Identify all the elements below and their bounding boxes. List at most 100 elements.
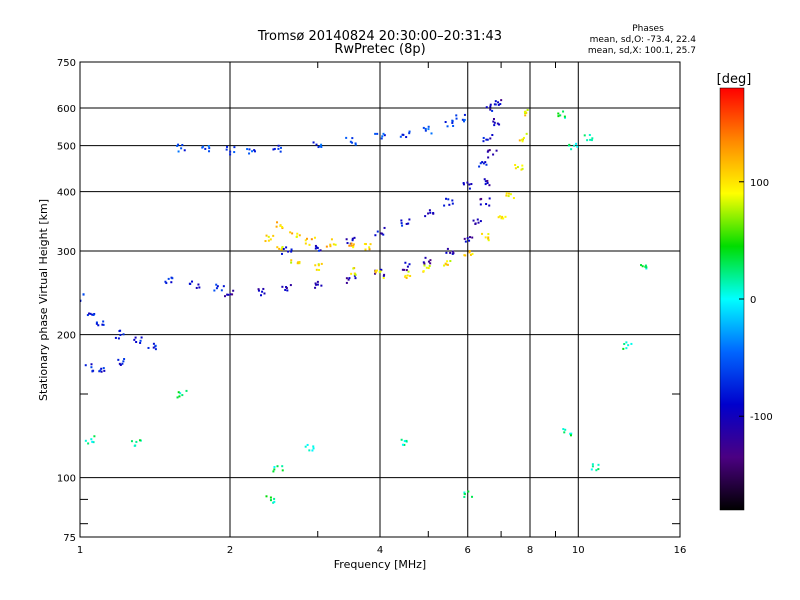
data-point xyxy=(269,496,272,499)
data-point xyxy=(138,439,141,442)
data-point xyxy=(595,469,598,472)
data-point xyxy=(280,248,283,251)
data-point xyxy=(75,299,77,301)
data-point xyxy=(277,147,280,150)
data-point xyxy=(451,250,454,253)
data-point xyxy=(563,115,566,118)
data-point xyxy=(444,121,447,124)
data-point xyxy=(177,143,180,146)
data-point xyxy=(345,281,348,284)
data-point xyxy=(468,249,471,252)
data-point xyxy=(644,264,647,267)
data-point xyxy=(645,267,648,270)
data-point xyxy=(86,314,89,317)
data-point xyxy=(314,286,317,289)
data-point xyxy=(428,209,431,212)
data-point xyxy=(92,441,95,444)
data-point xyxy=(364,248,367,251)
data-point xyxy=(557,115,560,118)
data-point xyxy=(260,294,263,297)
data-point xyxy=(485,163,488,166)
data-point xyxy=(401,268,404,271)
data-point xyxy=(164,280,167,283)
data-point xyxy=(627,344,630,347)
data-point xyxy=(472,219,475,222)
data-point xyxy=(102,367,105,370)
data-point xyxy=(319,249,322,252)
data-point xyxy=(446,125,449,128)
data-point xyxy=(354,142,357,145)
data-point xyxy=(253,149,256,152)
data-point xyxy=(463,118,466,121)
x-tick-label: 4 xyxy=(377,545,383,556)
data-point xyxy=(368,246,371,249)
data-point xyxy=(171,277,174,280)
data-point xyxy=(180,147,183,150)
data-point xyxy=(298,234,301,237)
data-point xyxy=(100,370,103,373)
data-point xyxy=(487,237,490,240)
data-point xyxy=(557,112,560,115)
data-point xyxy=(130,440,133,443)
data-point xyxy=(204,147,207,150)
data-point xyxy=(257,289,260,292)
data-point xyxy=(254,150,257,153)
data-point xyxy=(248,152,251,155)
data-point xyxy=(267,235,270,238)
data-point xyxy=(374,271,377,274)
data-point xyxy=(349,140,352,143)
data-point xyxy=(315,268,318,271)
data-point xyxy=(467,490,470,493)
data-point xyxy=(296,232,299,235)
data-point xyxy=(451,199,454,202)
data-point xyxy=(468,251,471,254)
data-point xyxy=(282,247,285,250)
data-point xyxy=(500,217,503,220)
data-point xyxy=(497,101,500,104)
data-point xyxy=(404,274,407,277)
data-point xyxy=(625,347,628,350)
data-point xyxy=(147,346,150,349)
data-point xyxy=(488,197,491,200)
data-point xyxy=(97,324,100,327)
data-point xyxy=(404,261,407,264)
data-point xyxy=(463,113,466,116)
data-point xyxy=(462,183,465,186)
data-point xyxy=(645,266,648,269)
data-point xyxy=(381,232,384,235)
data-point xyxy=(90,438,93,441)
data-point xyxy=(287,250,290,253)
data-point xyxy=(177,391,180,394)
data-point xyxy=(276,465,279,468)
data-point xyxy=(468,236,471,239)
data-point xyxy=(493,121,496,124)
y-tick-label: 750 xyxy=(57,58,76,69)
data-point xyxy=(491,134,494,137)
data-point xyxy=(590,468,593,471)
data-points xyxy=(75,99,648,504)
data-point xyxy=(220,289,223,292)
data-point xyxy=(154,348,157,351)
data-point xyxy=(298,262,301,265)
data-point xyxy=(285,246,288,249)
data-point xyxy=(521,138,524,141)
data-point xyxy=(573,144,576,147)
data-point xyxy=(484,180,487,183)
data-point xyxy=(262,287,265,290)
data-point xyxy=(564,116,567,119)
data-point xyxy=(570,432,573,435)
data-point xyxy=(317,264,320,267)
data-point xyxy=(289,284,292,287)
data-point xyxy=(278,247,281,250)
data-point xyxy=(308,449,311,452)
data-point xyxy=(304,242,307,245)
data-point xyxy=(383,273,386,276)
data-point xyxy=(427,125,430,128)
data-point xyxy=(380,137,383,140)
data-point xyxy=(520,168,523,171)
data-point xyxy=(167,277,170,280)
data-point xyxy=(118,330,121,333)
data-point xyxy=(305,237,308,240)
data-point xyxy=(483,178,486,181)
data-point xyxy=(178,395,181,398)
